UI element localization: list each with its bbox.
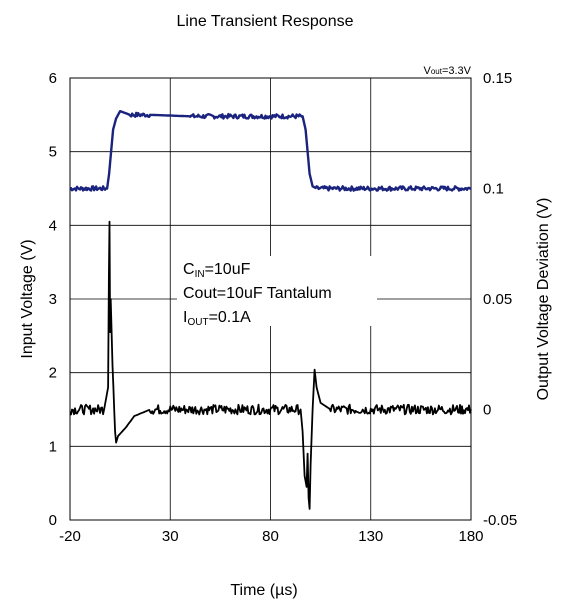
y-left-tick-label-0: 0 (49, 512, 57, 529)
y-left-tick-label-5: 5 (49, 144, 57, 161)
y-left-tick-label-4: 4 (49, 217, 57, 234)
y-left-tick-labels: 0 1 2 3 4 5 6 (49, 70, 57, 529)
plot-frame (69, 77, 472, 521)
y-right-tick-label-1: 0 (483, 402, 491, 419)
x-tick-label-3: 130 (358, 528, 383, 545)
annotation-cin: CIN=10uF (183, 261, 251, 280)
y-right-tick-label-4: 0.15 (483, 70, 512, 87)
y-right-tick-label-0: -0.05 (483, 512, 517, 529)
x-tick-label-2: 80 (262, 528, 279, 545)
x-tick-label-4: 180 (458, 528, 483, 545)
x-tick-label-1: 30 (162, 528, 179, 545)
y-left-tick-label-6: 6 (49, 70, 57, 87)
y-left-axis-label: Input Voltage (V) (19, 239, 36, 358)
x-tick-labels: -20 30 80 130 180 (59, 528, 483, 545)
x-tick-label-0: -20 (59, 528, 81, 545)
y-right-tick-labels: -0.05 0 0.05 0.1 0.15 (483, 70, 517, 529)
output-deviation-line (69, 220, 472, 510)
series-layer (69, 109, 472, 510)
y-left-tick-label-3: 3 (49, 291, 57, 308)
annotation-background (177, 256, 377, 326)
annotation-cout: Cout=10uF Tantalum (183, 285, 332, 302)
x-axis-label: Time (µs) (230, 582, 297, 599)
y-right-tick-label-3: 0.1 (483, 181, 504, 198)
condition-label: Vout=3.3V (423, 65, 471, 77)
y-right-tick-label-2: 0.05 (483, 291, 512, 308)
chart-title: Line Transient Response (177, 13, 354, 30)
input-voltage-line (69, 109, 472, 192)
y-left-tick-label-1: 1 (49, 438, 57, 455)
annotation-iout: IOUT=0.1A (183, 309, 251, 328)
y-left-tick-label-2: 2 (49, 365, 57, 382)
y-right-axis-label: Output Voltage Deviation (V) (535, 198, 552, 401)
